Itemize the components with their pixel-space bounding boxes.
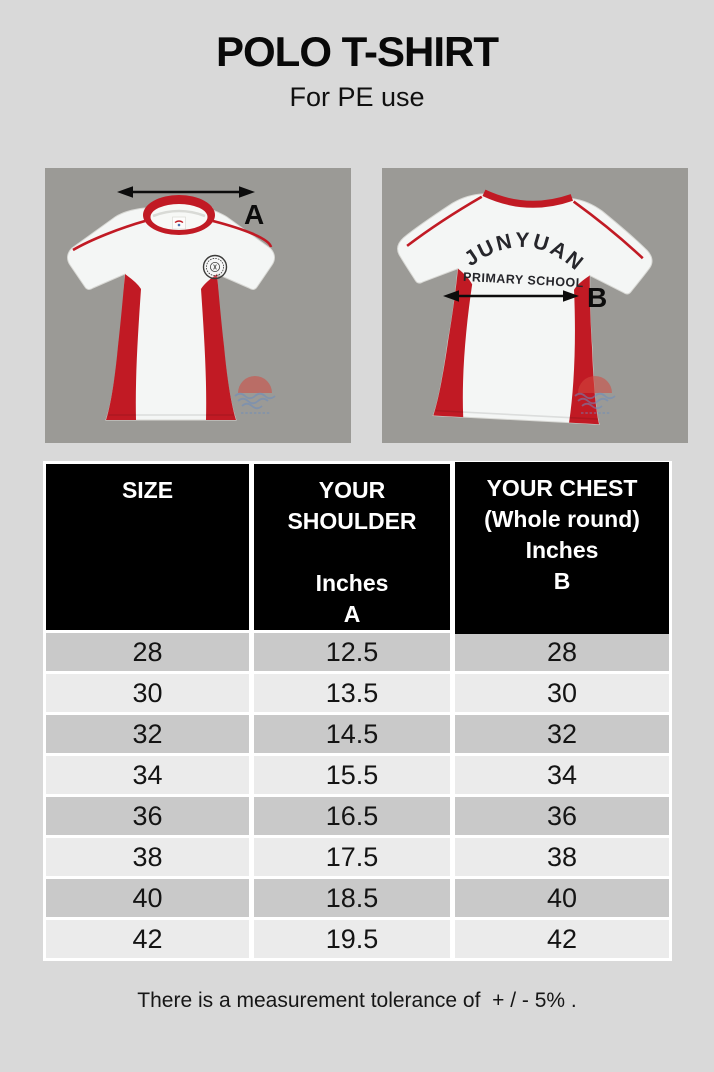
header-shoulder: YOUR SHOULDER Inches A bbox=[254, 464, 450, 630]
watermark-icon bbox=[574, 376, 616, 414]
table-row: 32 14.5 32 bbox=[46, 715, 669, 753]
cell-chest: 28 bbox=[455, 633, 669, 671]
dimension-label-a: A bbox=[244, 199, 264, 230]
page-subtitle: For PE use bbox=[289, 82, 425, 112]
neck-label bbox=[172, 216, 186, 230]
page-title: POLO T-SHIRT bbox=[216, 28, 499, 75]
table-row: 38 17.5 38 bbox=[46, 838, 669, 876]
cell-size: 36 bbox=[46, 797, 249, 835]
cell-shoulder: 15.5 bbox=[254, 756, 450, 794]
cell-size: 28 bbox=[46, 633, 249, 671]
size-table-header: SIZE YOUR SHOULDER Inches A YOUR CHEST (… bbox=[46, 462, 669, 634]
table-row: 36 16.5 36 bbox=[46, 797, 669, 835]
cell-size: 32 bbox=[46, 715, 249, 753]
collar-inner-shadow bbox=[152, 209, 206, 218]
tshirt-back-illustration: JUNYUAN PRIMARY SCHOOL B bbox=[382, 168, 688, 443]
tshirt-front bbox=[67, 195, 275, 421]
right-shoulder-piping bbox=[212, 219, 273, 248]
cell-chest: 38 bbox=[455, 838, 669, 876]
cell-chest: 34 bbox=[455, 756, 669, 794]
cell-shoulder: 12.5 bbox=[254, 633, 450, 671]
cell-size: 34 bbox=[46, 756, 249, 794]
tshirt-front-photo: A bbox=[45, 168, 351, 443]
size-table-body: 28 12.5 28 30 13.5 30 32 14.5 32 34 15.5… bbox=[46, 633, 669, 958]
left-side-panel bbox=[433, 268, 473, 418]
hem-line bbox=[435, 409, 598, 420]
shoulder-dimension-arrow bbox=[117, 186, 255, 198]
header-size: SIZE bbox=[46, 464, 249, 630]
chest-dimension-arrow bbox=[443, 290, 579, 302]
tshirt-back-photo: JUNYUAN PRIMARY SCHOOL B bbox=[382, 168, 688, 443]
cell-shoulder: 13.5 bbox=[254, 674, 450, 712]
cell-chest: 32 bbox=[455, 715, 669, 753]
left-shoulder-piping bbox=[406, 195, 483, 247]
table-row: 34 15.5 34 bbox=[46, 756, 669, 794]
cell-chest: 36 bbox=[455, 797, 669, 835]
left-shoulder-piping bbox=[72, 219, 146, 252]
header-chest: YOUR CHEST (Whole round) Inches B bbox=[455, 462, 669, 634]
tshirt-front-illustration: A bbox=[45, 168, 351, 443]
neck-band bbox=[482, 189, 574, 208]
cell-shoulder: 17.5 bbox=[254, 838, 450, 876]
cell-shoulder: 14.5 bbox=[254, 715, 450, 753]
table-row: 30 13.5 30 bbox=[46, 674, 669, 712]
cell-size: 40 bbox=[46, 879, 249, 917]
cell-chest: 42 bbox=[455, 920, 669, 958]
left-side-panel bbox=[106, 274, 141, 420]
table-row: 42 19.5 42 bbox=[46, 920, 669, 958]
school-crest-icon bbox=[202, 254, 228, 280]
cell-chest: 30 bbox=[455, 674, 669, 712]
table-row: 40 18.5 40 bbox=[46, 879, 669, 917]
cell-size: 38 bbox=[46, 838, 249, 876]
size-table: SIZE YOUR SHOULDER Inches A YOUR CHEST (… bbox=[43, 461, 672, 961]
right-shoulder-piping bbox=[572, 200, 644, 260]
right-side-panel bbox=[201, 274, 236, 420]
table-row: 28 12.5 28 bbox=[46, 633, 669, 671]
cell-size: 30 bbox=[46, 674, 249, 712]
tolerance-note: There is a measurement tolerance of + / … bbox=[137, 989, 577, 1012]
cell-shoulder: 18.5 bbox=[254, 879, 450, 917]
cell-shoulder: 19.5 bbox=[254, 920, 450, 958]
cell-shoulder: 16.5 bbox=[254, 797, 450, 835]
school-name-line2-text: PRIMARY SCHOOL bbox=[463, 270, 584, 290]
dimension-label-b: B bbox=[587, 282, 607, 313]
cell-chest: 40 bbox=[455, 879, 669, 917]
cell-size: 42 bbox=[46, 920, 249, 958]
watermark-icon bbox=[234, 376, 276, 414]
